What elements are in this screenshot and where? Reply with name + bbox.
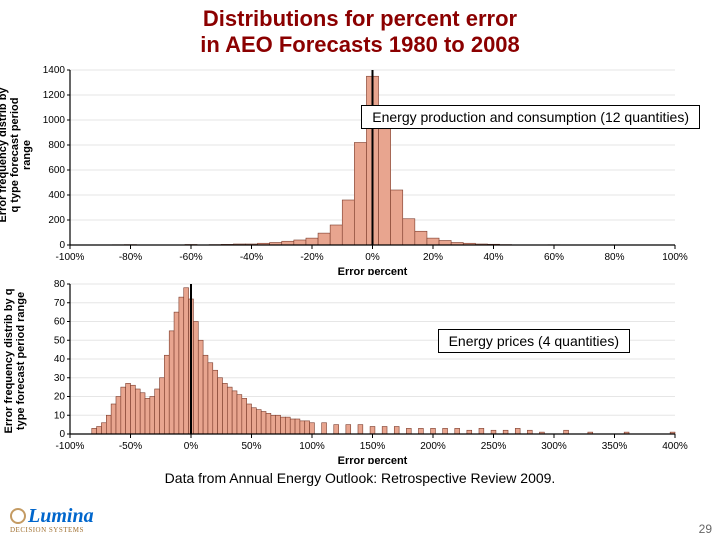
logo: Lumina DECISION SYSTEMS bbox=[10, 505, 94, 534]
svg-text:250%: 250% bbox=[481, 441, 507, 452]
page-title: Distributions for percent error in AEO F… bbox=[0, 0, 720, 63]
slide-number: 29 bbox=[699, 522, 712, 536]
chart2-svg: 0 10 20 30 40 50 60 70 80 -100% -50% 0% 50% 100% 150% 2… bbox=[0, 279, 690, 464]
svg-text:0%: 0% bbox=[184, 441, 199, 452]
svg-text:80%: 80% bbox=[604, 252, 624, 263]
svg-text:60%: 60% bbox=[544, 252, 564, 263]
svg-text:200: 200 bbox=[48, 215, 65, 226]
svg-text:60: 60 bbox=[54, 316, 66, 327]
chart1-area: Error frequency distrib by q type foreca… bbox=[0, 65, 720, 275]
svg-text:150%: 150% bbox=[360, 441, 386, 452]
svg-text:800: 800 bbox=[48, 140, 65, 151]
title-line1: Distributions for percent error bbox=[0, 6, 720, 32]
svg-text:600: 600 bbox=[48, 165, 65, 176]
svg-text:100%: 100% bbox=[299, 441, 325, 452]
svg-text:70: 70 bbox=[54, 298, 66, 309]
svg-text:50%: 50% bbox=[241, 441, 261, 452]
svg-text:30: 30 bbox=[54, 373, 66, 384]
chart2-area: Error frequency distrib by q type foreca… bbox=[0, 279, 720, 464]
svg-text:-40%: -40% bbox=[240, 252, 263, 263]
svg-text:Error percent: Error percent bbox=[338, 266, 408, 275]
svg-text:1400: 1400 bbox=[43, 65, 66, 76]
svg-text:20: 20 bbox=[54, 391, 66, 402]
svg-text:80: 80 bbox=[54, 279, 66, 290]
svg-text:-60%: -60% bbox=[179, 252, 202, 263]
chart1-ylabel: Error frequency distrib by q type foreca… bbox=[0, 80, 33, 230]
svg-text:-80%: -80% bbox=[119, 252, 142, 263]
svg-text:-100%: -100% bbox=[56, 252, 85, 263]
logo-subtitle: DECISION SYSTEMS bbox=[10, 526, 94, 534]
svg-text:300%: 300% bbox=[541, 441, 567, 452]
svg-text:-50%: -50% bbox=[119, 441, 142, 452]
svg-text:1200: 1200 bbox=[43, 90, 66, 101]
chart2-legend: Energy prices (4 quantities) bbox=[438, 329, 630, 353]
svg-text:1000: 1000 bbox=[43, 115, 66, 126]
chart1-legend: Energy production and consumption (12 qu… bbox=[361, 105, 700, 129]
svg-text:0: 0 bbox=[59, 240, 65, 251]
svg-text:40%: 40% bbox=[483, 252, 503, 263]
title-line2: in AEO Forecasts 1980 to 2008 bbox=[0, 32, 720, 58]
svg-text:-20%: -20% bbox=[300, 252, 323, 263]
svg-text:200%: 200% bbox=[420, 441, 446, 452]
svg-text:100%: 100% bbox=[662, 252, 688, 263]
svg-text:50: 50 bbox=[54, 335, 66, 346]
svg-text:40: 40 bbox=[54, 354, 66, 365]
svg-text:400%: 400% bbox=[662, 441, 688, 452]
svg-text:20%: 20% bbox=[423, 252, 443, 263]
logo-name: Lumina bbox=[28, 505, 94, 527]
chart2-ylabel: Error frequency distrib by q type foreca… bbox=[3, 286, 27, 436]
svg-text:-100%: -100% bbox=[56, 441, 85, 452]
logo-icon bbox=[10, 508, 26, 524]
svg-text:0%: 0% bbox=[365, 252, 380, 263]
svg-text:0: 0 bbox=[59, 429, 65, 440]
footer-text: Data from Annual Energy Outlook: Retrosp… bbox=[0, 470, 720, 486]
svg-text:400: 400 bbox=[48, 190, 65, 201]
svg-text:350%: 350% bbox=[602, 441, 628, 452]
chart1-svg: 0 200 400 600 800 1000 1200 1400 -100% -80% -60% -4… bbox=[0, 65, 690, 275]
svg-text:Error percent: Error percent bbox=[338, 455, 408, 464]
svg-text:10: 10 bbox=[54, 410, 66, 421]
